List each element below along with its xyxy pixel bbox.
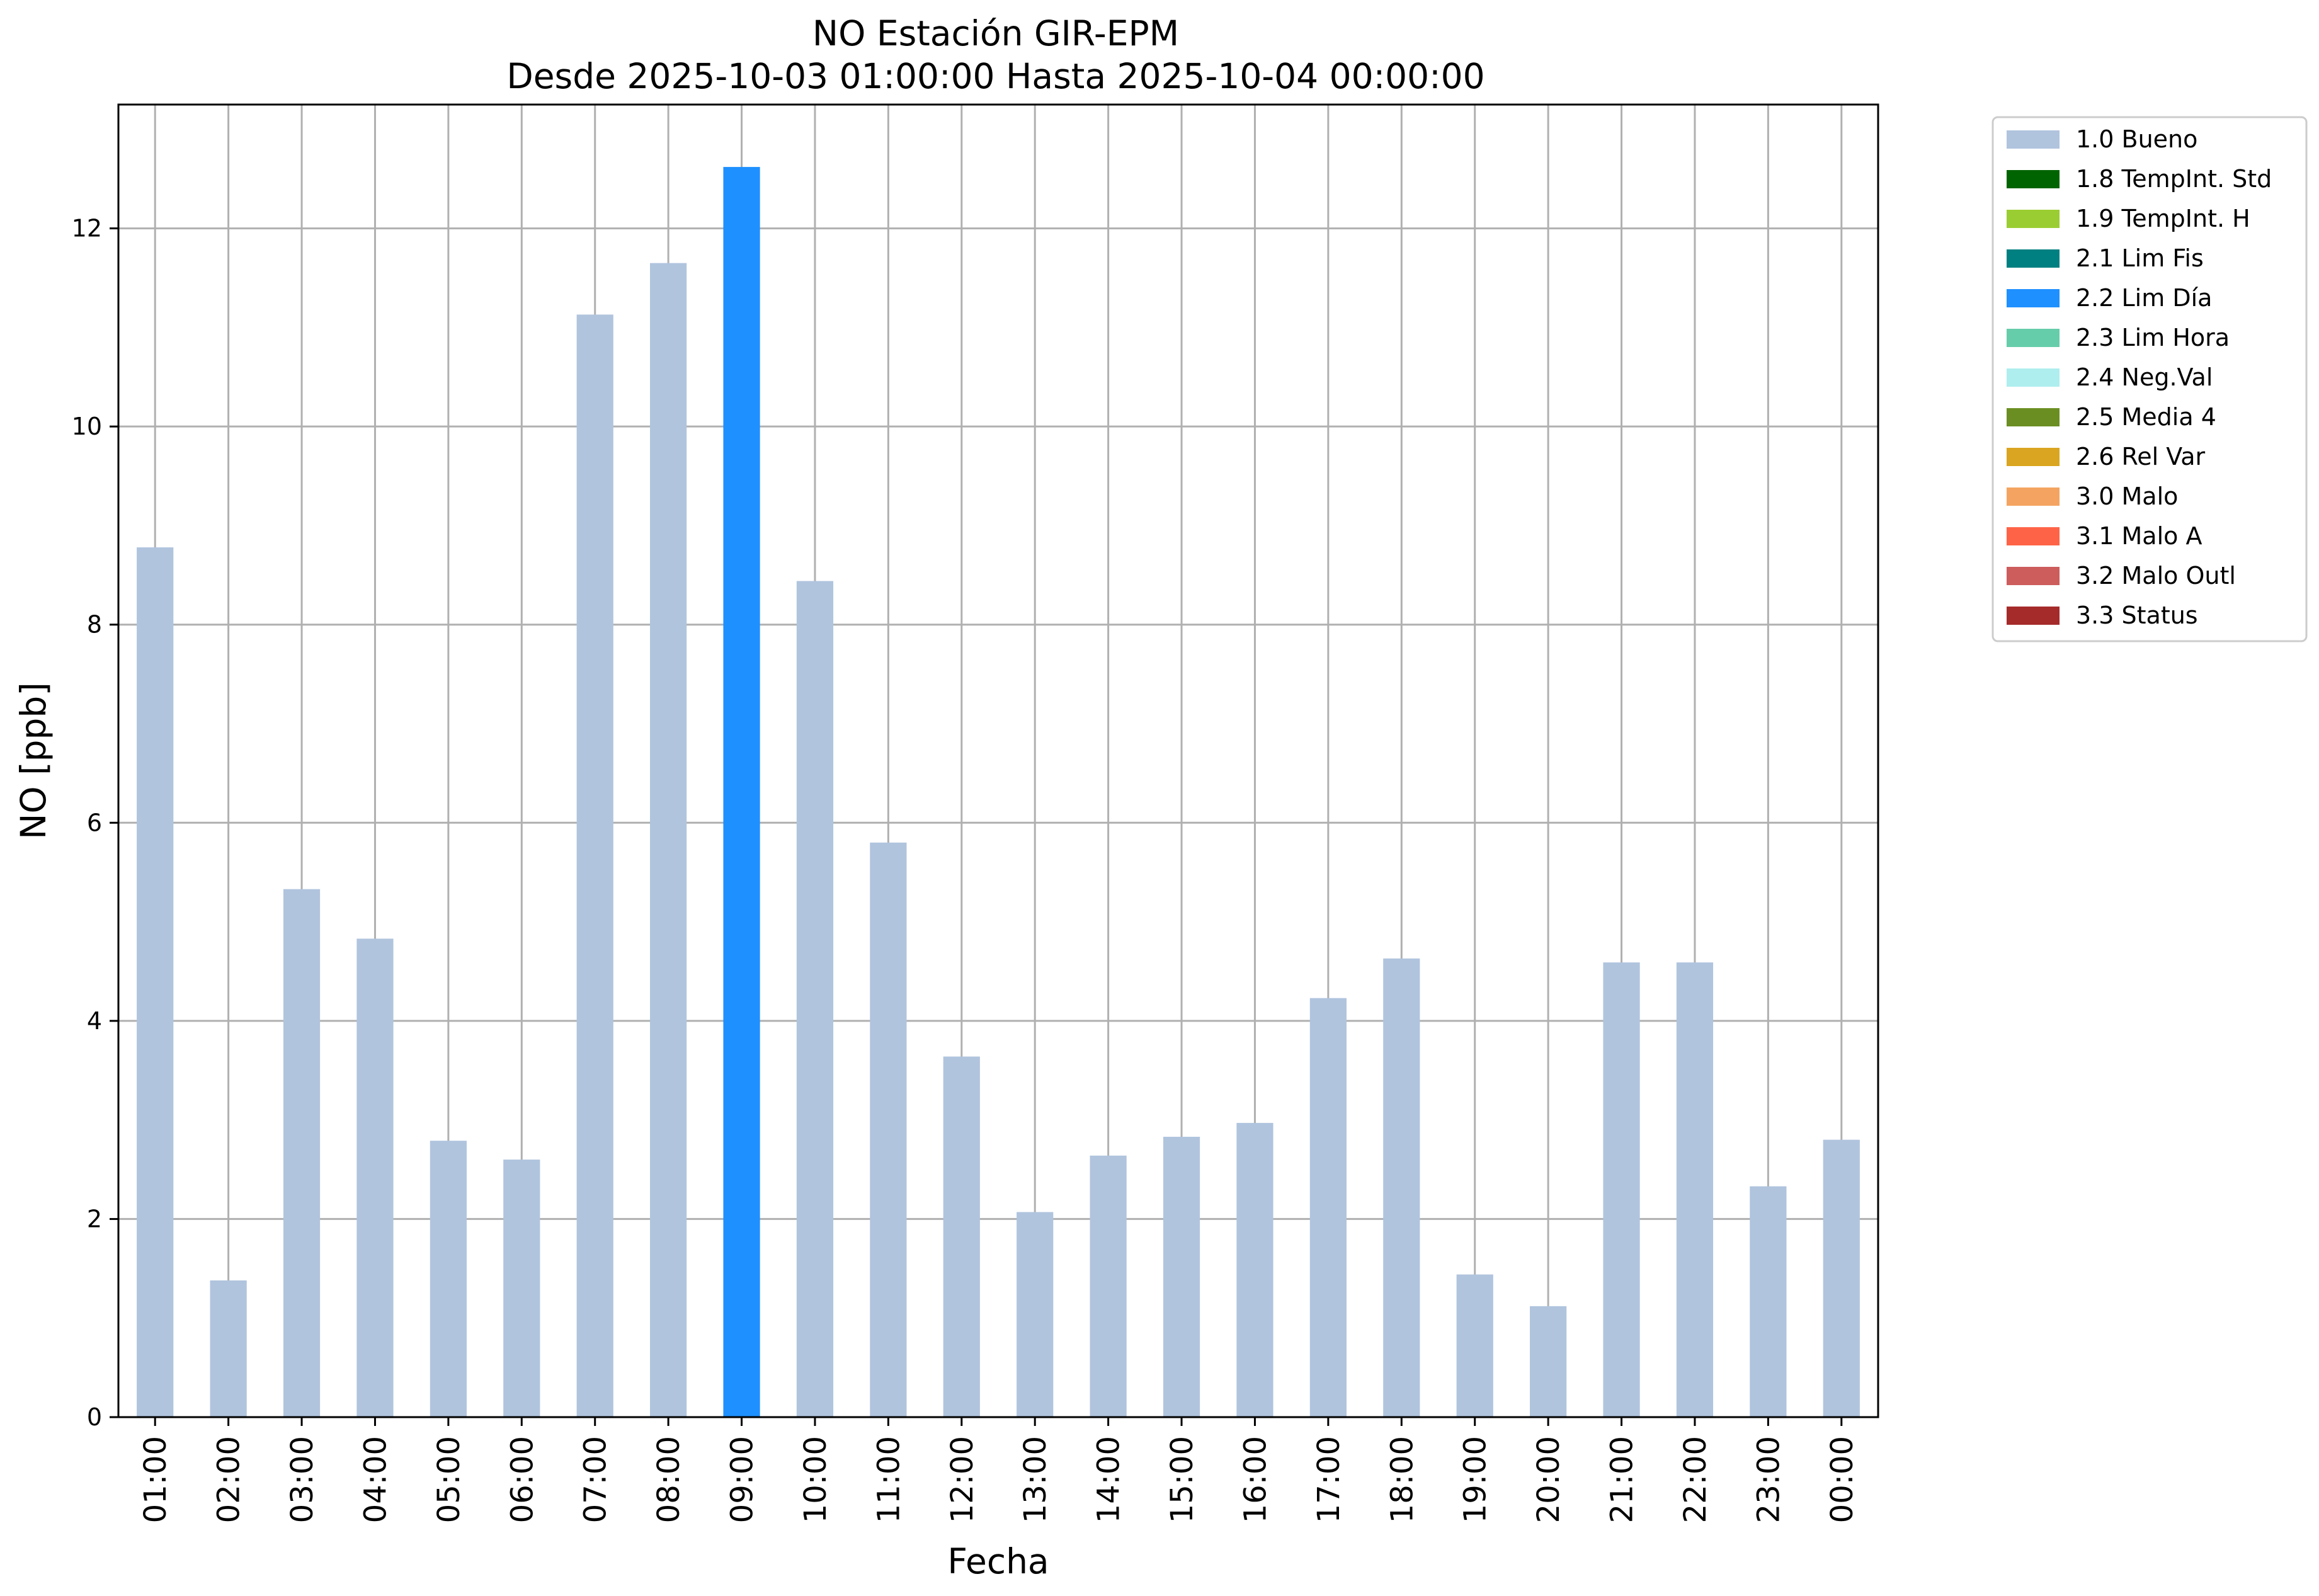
- x-tick-label: 06:00: [504, 1436, 540, 1523]
- legend-swatch: [2007, 487, 2060, 506]
- legend-label: 1.9 TempInt. H: [2076, 205, 2250, 232]
- bar: [137, 547, 174, 1417]
- bar: [1750, 1186, 1787, 1417]
- x-tick-label: 20:00: [1531, 1436, 1566, 1523]
- y-ticks: 0 2 4 6 8 10 12: [72, 215, 118, 1431]
- bar: [1530, 1306, 1567, 1417]
- y-tick-label: 2: [87, 1205, 102, 1233]
- bar: [870, 842, 907, 1417]
- x-tick-label: 14:00: [1091, 1436, 1127, 1523]
- plot-frame: [117, 103, 1879, 1418]
- bar: [576, 314, 613, 1418]
- x-tick-label: 19:00: [1458, 1436, 1493, 1523]
- legend: 1.0 Bueno 1.8 TempInt. Std 1.9 TempInt. H 2…: [1991, 116, 2308, 642]
- chart-subtitle: Desde 2025-10-03 01:00:00 Hasta 2025-10-…: [506, 56, 1484, 96]
- x-tick-label: 22:00: [1678, 1436, 1713, 1523]
- bar: [796, 581, 834, 1418]
- chart-title: NO Estación GIR-EPM: [812, 13, 1179, 54]
- bar: [356, 938, 394, 1417]
- bar: [210, 1280, 247, 1417]
- x-tick-label: 05:00: [431, 1436, 467, 1523]
- legend-label: 2.5 Media 4: [2076, 403, 2216, 431]
- legend-swatch: [2007, 527, 2060, 545]
- x-tick-label: 00:00: [1825, 1436, 1860, 1523]
- legend-label: 1.8 TempInt. Std: [2076, 165, 2272, 193]
- bar: [723, 167, 760, 1418]
- x-tick-label: 13:00: [1018, 1436, 1053, 1523]
- x-tick-label: 10:00: [798, 1436, 833, 1523]
- bar: [430, 1141, 467, 1417]
- y-tick-label: 8: [87, 611, 102, 639]
- bar: [283, 889, 321, 1417]
- bar: [1090, 1155, 1127, 1417]
- legend-swatch: [2007, 249, 2060, 268]
- bars-layer: [137, 167, 1860, 1418]
- x-tick-label: 15:00: [1165, 1436, 1200, 1523]
- legend-swatch: [2007, 567, 2060, 585]
- legend-label: 3.2 Malo Outl: [2076, 562, 2236, 590]
- legend-label: 1.0 Bueno: [2076, 125, 2197, 153]
- x-tick-label: 04:00: [358, 1436, 393, 1523]
- y-tick-label: 6: [87, 809, 102, 836]
- legend-swatch: [2007, 130, 2060, 149]
- legend-label: 3.3 Status: [2076, 601, 2198, 629]
- legend-box: [1991, 116, 2308, 642]
- bar: [1603, 962, 1640, 1417]
- legend-label: 3.0 Malo: [2076, 482, 2178, 510]
- bar: [943, 1056, 980, 1417]
- bar: [503, 1160, 540, 1417]
- x-tick-label: 18:00: [1384, 1436, 1420, 1523]
- x-tick-label: 02:00: [212, 1436, 247, 1523]
- legend-swatch: [2007, 329, 2060, 347]
- legend-label: 3.1 Malo A: [2076, 522, 2202, 550]
- x-axis-label: Fecha: [947, 1541, 1049, 1582]
- legend-label: 2.1 Lim Fis: [2076, 244, 2204, 272]
- x-tick-label: 12:00: [945, 1436, 980, 1523]
- bar: [1309, 998, 1347, 1417]
- legend-label: 2.3 Lim Hora: [2076, 324, 2230, 351]
- x-ticks: 01:00 02:00 03:00 04:00 05:00 06:00 07:00 08:00…: [138, 1417, 1860, 1523]
- bar: [1823, 1139, 1860, 1417]
- legend-swatch: [2007, 170, 2060, 188]
- legend-label: 2.2 Lim Día: [2076, 284, 2212, 312]
- x-tick-label: 07:00: [578, 1436, 613, 1523]
- bar: [1236, 1122, 1273, 1417]
- x-tick-label: 11:00: [871, 1436, 906, 1523]
- x-tick-label: 17:00: [1311, 1436, 1347, 1523]
- y-axis-label: NO [ppb]: [13, 682, 54, 840]
- x-tick-label: 09:00: [725, 1436, 760, 1523]
- legend-swatch: [2007, 210, 2060, 228]
- x-tick-label: 21:00: [1605, 1436, 1640, 1523]
- bar: [650, 263, 687, 1417]
- bar: [1017, 1212, 1054, 1417]
- x-tick-label: 16:00: [1238, 1436, 1273, 1523]
- x-tick-label: 01:00: [138, 1436, 173, 1523]
- bar: [1383, 958, 1420, 1417]
- legend-label: 2.6 Rel Var: [2076, 443, 2206, 470]
- legend-swatch: [2007, 448, 2060, 466]
- legend-swatch: [2007, 408, 2060, 426]
- y-tick-label: 4: [87, 1007, 102, 1035]
- bar: [1163, 1136, 1200, 1417]
- legend-label: 2.4 Neg.Val: [2076, 363, 2213, 391]
- bar: [1676, 962, 1714, 1417]
- x-tick-label: 03:00: [285, 1436, 320, 1523]
- legend-items: 1.0 Bueno 1.8 TempInt. Std 1.9 TempInt. H 2…: [2007, 125, 2272, 629]
- legend-swatch: [2007, 289, 2060, 307]
- bar: [1456, 1274, 1493, 1417]
- y-tick-label: 12: [72, 215, 102, 242]
- y-tick-label: 0: [87, 1403, 102, 1431]
- legend-swatch: [2007, 368, 2060, 387]
- y-tick-label: 10: [72, 413, 102, 440]
- x-tick-label: 08:00: [651, 1436, 687, 1523]
- x-tick-label: 23:00: [1751, 1436, 1786, 1523]
- legend-swatch: [2007, 607, 2060, 625]
